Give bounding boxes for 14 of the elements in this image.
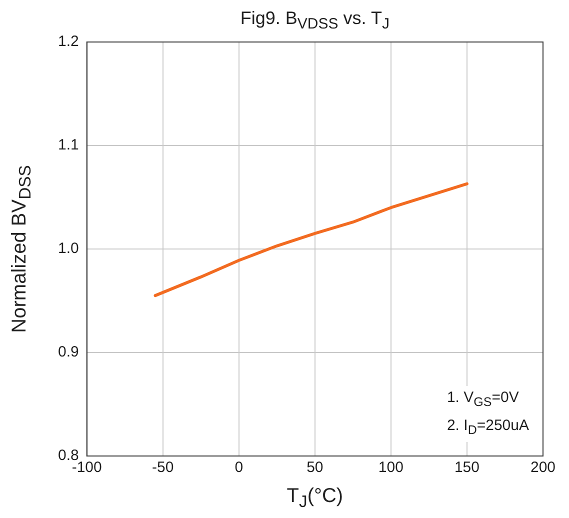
x-axis-title: T$_{J}$(°C)	[286, 485, 344, 512]
x-tick-label: 0	[234, 459, 244, 476]
chart-title: Fig9. B$_{VDSS}$ vs. T$_{J}$	[240, 8, 390, 33]
y-tick-label: 0.9	[58, 344, 79, 361]
x-tick-label: -50	[152, 459, 174, 476]
y-tick-label: 1.1	[58, 136, 79, 154]
x-tick-label: 50	[306, 459, 324, 476]
x-tick-label: 200	[530, 459, 556, 476]
y-tick-label: 1.2	[58, 33, 79, 50]
annotation: 1. V$_{GS}$=0V	[446, 388, 520, 411]
y-tick-label: 1.0	[58, 240, 79, 258]
annotation: 2. I$_{D}$=250uA	[446, 416, 529, 439]
x-tick-label: 150	[454, 459, 480, 476]
x-tick-label: 100	[378, 459, 404, 476]
